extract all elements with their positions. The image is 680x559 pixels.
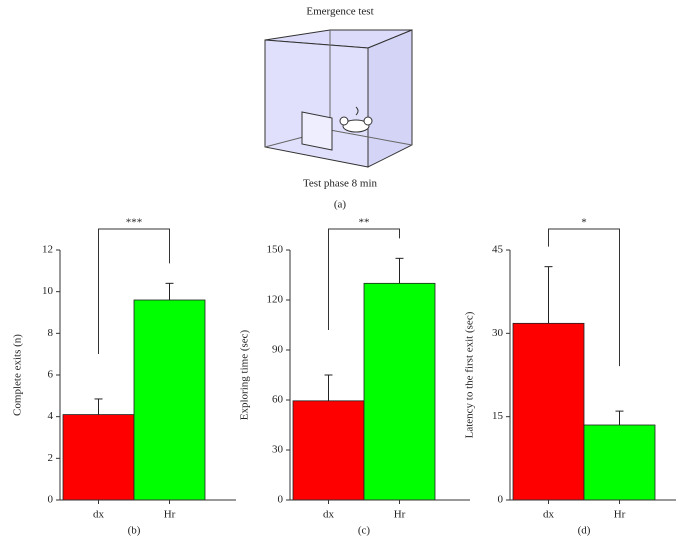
x-tick-label: dx bbox=[323, 509, 335, 521]
bar bbox=[62, 414, 135, 501]
bar bbox=[292, 400, 365, 501]
y-tick-label: 10 bbox=[42, 285, 54, 297]
x-tick-label: dx bbox=[543, 509, 555, 521]
panel-label: (c) bbox=[358, 525, 371, 537]
significance-bracket bbox=[98, 228, 170, 354]
y-tick-label: 2 bbox=[48, 452, 54, 464]
y-tick-label: 30 bbox=[492, 327, 504, 339]
y-axis-label: Latency to the first exit (sec) bbox=[464, 311, 476, 438]
x-tick-label: Hr bbox=[394, 509, 406, 521]
x-tick-label: Hr bbox=[614, 509, 626, 521]
y-tick-label: 6 bbox=[48, 369, 54, 381]
y-tick-label: 0 bbox=[48, 494, 54, 506]
door bbox=[301, 111, 333, 151]
box-edge bbox=[329, 129, 413, 146]
bar bbox=[363, 282, 436, 501]
y-tick-label: 150 bbox=[267, 244, 284, 256]
y-tick-label: 120 bbox=[267, 294, 284, 306]
panel-label: (b) bbox=[128, 525, 141, 537]
y-tick-label: 0 bbox=[278, 494, 284, 506]
mouse-body bbox=[342, 119, 370, 133]
y-tick-label: 90 bbox=[272, 344, 284, 356]
y-tick-label: 0 bbox=[498, 494, 504, 506]
x-tick-label: Hr bbox=[164, 509, 176, 521]
bar bbox=[583, 424, 656, 501]
significance-bracket bbox=[328, 228, 400, 330]
diagram-caption: Test phase 8 min bbox=[303, 178, 378, 190]
panel-label: (d) bbox=[578, 525, 591, 537]
box-diagram bbox=[264, 29, 413, 168]
y-axis-label: Exploring time (sec) bbox=[239, 329, 251, 420]
significance-bracket bbox=[548, 228, 620, 367]
y-tick-label: 30 bbox=[272, 444, 284, 456]
y-axis-label: Complete exits (n) bbox=[12, 334, 24, 416]
x-tick-label: dx bbox=[93, 509, 105, 521]
y-tick-label: 8 bbox=[48, 327, 54, 339]
bar bbox=[512, 322, 585, 501]
y-tick-label: 45 bbox=[492, 244, 504, 256]
panel-label: (a) bbox=[334, 199, 347, 211]
y-tick-label: 15 bbox=[492, 410, 504, 422]
mouse-tail bbox=[355, 106, 359, 116]
significance-label: *** bbox=[126, 217, 143, 229]
y-tick-label: 12 bbox=[42, 244, 53, 256]
diagram-title: Emergence test bbox=[306, 6, 373, 18]
significance-label: * bbox=[581, 217, 587, 229]
box-side bbox=[367, 29, 413, 168]
mouse-ear bbox=[363, 116, 373, 126]
significance-label: ** bbox=[359, 217, 370, 229]
mouse-ear bbox=[339, 116, 349, 126]
y-tick-label: 4 bbox=[48, 410, 54, 422]
bar bbox=[133, 299, 206, 501]
y-tick-label: 60 bbox=[272, 394, 284, 406]
box-front bbox=[264, 39, 369, 168]
